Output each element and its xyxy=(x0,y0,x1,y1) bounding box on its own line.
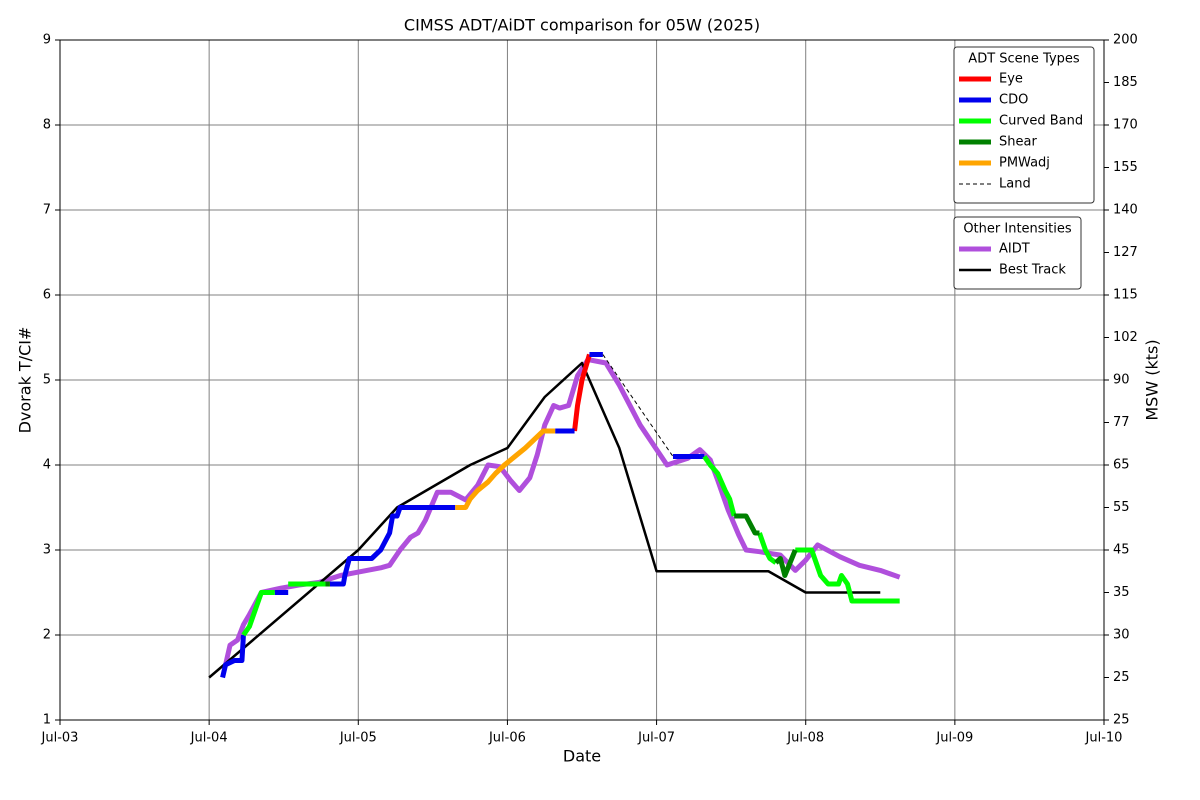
y-tick-label: 5 xyxy=(43,373,51,388)
legend-title: Other Intensities xyxy=(963,222,1072,237)
series-line xyxy=(223,357,901,666)
legend-label: AIDT xyxy=(999,242,1030,257)
y-tick-label: 4 xyxy=(43,458,51,473)
x-tick-label: Jul-06 xyxy=(488,731,526,746)
y-tick-label: 6 xyxy=(43,288,51,303)
y-tick-label: 1 xyxy=(43,713,51,728)
legend-label: PMWadj xyxy=(999,156,1050,171)
series-line xyxy=(455,428,556,510)
y2-axis-label: MSW (kts) xyxy=(1143,339,1162,420)
legend-label: Eye xyxy=(999,72,1023,87)
y2-tick-label: 25 xyxy=(1113,670,1130,685)
series-line xyxy=(220,352,705,679)
y2-tick-label: 102 xyxy=(1113,330,1138,345)
series-line xyxy=(602,354,674,457)
y-tick-label: 7 xyxy=(43,203,51,218)
x-tick-label: Jul-09 xyxy=(935,731,973,746)
legend: Other Intensities AIDT Best Track xyxy=(953,216,1082,290)
y-tick-label: 2 xyxy=(43,628,51,643)
legend-label: Curved Band xyxy=(999,114,1083,129)
y2-tick-label: 55 xyxy=(1113,500,1130,515)
chart-title: CIMSS ADT/AiDT comparison for 05W (2025) xyxy=(404,16,760,35)
legend-label: Shear xyxy=(999,135,1037,150)
series-line xyxy=(241,455,900,637)
legend-label: CDO xyxy=(999,93,1028,108)
series-line xyxy=(208,361,881,679)
x-tick-label: Jul-07 xyxy=(637,731,675,746)
x-tick-label: Jul-08 xyxy=(786,731,824,746)
y2-tick-label: 90 xyxy=(1113,373,1130,388)
plot-frame xyxy=(59,39,1105,721)
y2-tick-label: 35 xyxy=(1113,585,1130,600)
y2-tick-label: 30 xyxy=(1113,628,1130,643)
y2-tick-label: 140 xyxy=(1113,203,1138,218)
y2-tick-label: 25 xyxy=(1113,713,1130,728)
y-axis-label: Dvorak T/CI# xyxy=(16,327,35,434)
y2-tick-label: 77 xyxy=(1113,415,1130,430)
x-tick-label: Jul-03 xyxy=(41,731,79,746)
x-axis-label: Date xyxy=(563,747,601,766)
x-tick-label: Jul-05 xyxy=(339,731,377,746)
legend: ADT Scene Types Eye CDO Curved Band Shear PMW… xyxy=(953,46,1095,204)
y2-tick-label: 155 xyxy=(1113,160,1138,175)
y2-tick-label: 170 xyxy=(1113,118,1138,133)
y2-tick-label: 65 xyxy=(1113,458,1130,473)
series-line xyxy=(325,513,798,587)
series-line xyxy=(572,353,592,432)
y-tick-label: 9 xyxy=(43,33,51,48)
y2-tick-label: 200 xyxy=(1113,33,1138,48)
y-tick-label: 8 xyxy=(43,118,51,133)
legend-label: Land xyxy=(999,177,1031,192)
y2-tick-label: 185 xyxy=(1113,75,1138,90)
legend-title: ADT Scene Types xyxy=(968,52,1080,67)
x-tick-label: Jul-10 xyxy=(1085,731,1123,746)
y2-tick-label: 127 xyxy=(1113,245,1138,260)
x-tick-label: Jul-04 xyxy=(190,731,228,746)
y2-tick-label: 45 xyxy=(1113,543,1130,558)
y-tick-label: 3 xyxy=(43,543,51,558)
y2-tick-label: 115 xyxy=(1113,288,1138,303)
legend-label: Best Track xyxy=(999,263,1066,278)
